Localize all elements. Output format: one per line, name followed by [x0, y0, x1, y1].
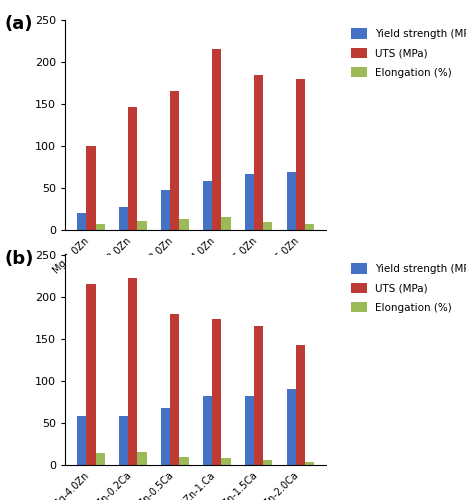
- Bar: [263, 460, 273, 465]
- Bar: [179, 456, 189, 465]
- Legend: Yield strength (MPa), UTS (MPa), Elongation (%): Yield strength (MPa), UTS (MPa), Elongat…: [348, 25, 466, 80]
- Text: (b): (b): [5, 250, 34, 268]
- Bar: [296, 345, 305, 465]
- Bar: [119, 416, 128, 465]
- Bar: [287, 172, 296, 230]
- Bar: [77, 416, 86, 465]
- Bar: [86, 146, 96, 230]
- Bar: [254, 74, 263, 230]
- Bar: [203, 182, 212, 230]
- Bar: [305, 462, 315, 465]
- Text: (a): (a): [5, 15, 33, 33]
- Bar: [245, 174, 254, 230]
- Bar: [263, 222, 273, 230]
- Bar: [212, 50, 221, 230]
- Bar: [128, 278, 137, 465]
- Bar: [137, 452, 147, 465]
- Bar: [170, 92, 179, 230]
- Bar: [221, 458, 231, 465]
- Bar: [96, 224, 105, 230]
- Bar: [86, 284, 96, 465]
- Bar: [161, 408, 170, 465]
- Bar: [287, 390, 296, 465]
- Bar: [170, 314, 179, 465]
- Bar: [128, 106, 137, 230]
- Bar: [179, 219, 189, 230]
- Bar: [96, 453, 105, 465]
- Bar: [254, 326, 263, 465]
- Bar: [296, 79, 305, 230]
- Bar: [221, 218, 231, 230]
- Bar: [161, 190, 170, 230]
- Bar: [305, 224, 315, 230]
- Legend: Yield strength (MPa), UTS (MPa), Elongation (%): Yield strength (MPa), UTS (MPa), Elongat…: [348, 260, 466, 316]
- Bar: [203, 396, 212, 465]
- Bar: [119, 208, 128, 230]
- Bar: [137, 221, 147, 230]
- Bar: [212, 319, 221, 465]
- Bar: [77, 213, 86, 230]
- Bar: [245, 396, 254, 465]
